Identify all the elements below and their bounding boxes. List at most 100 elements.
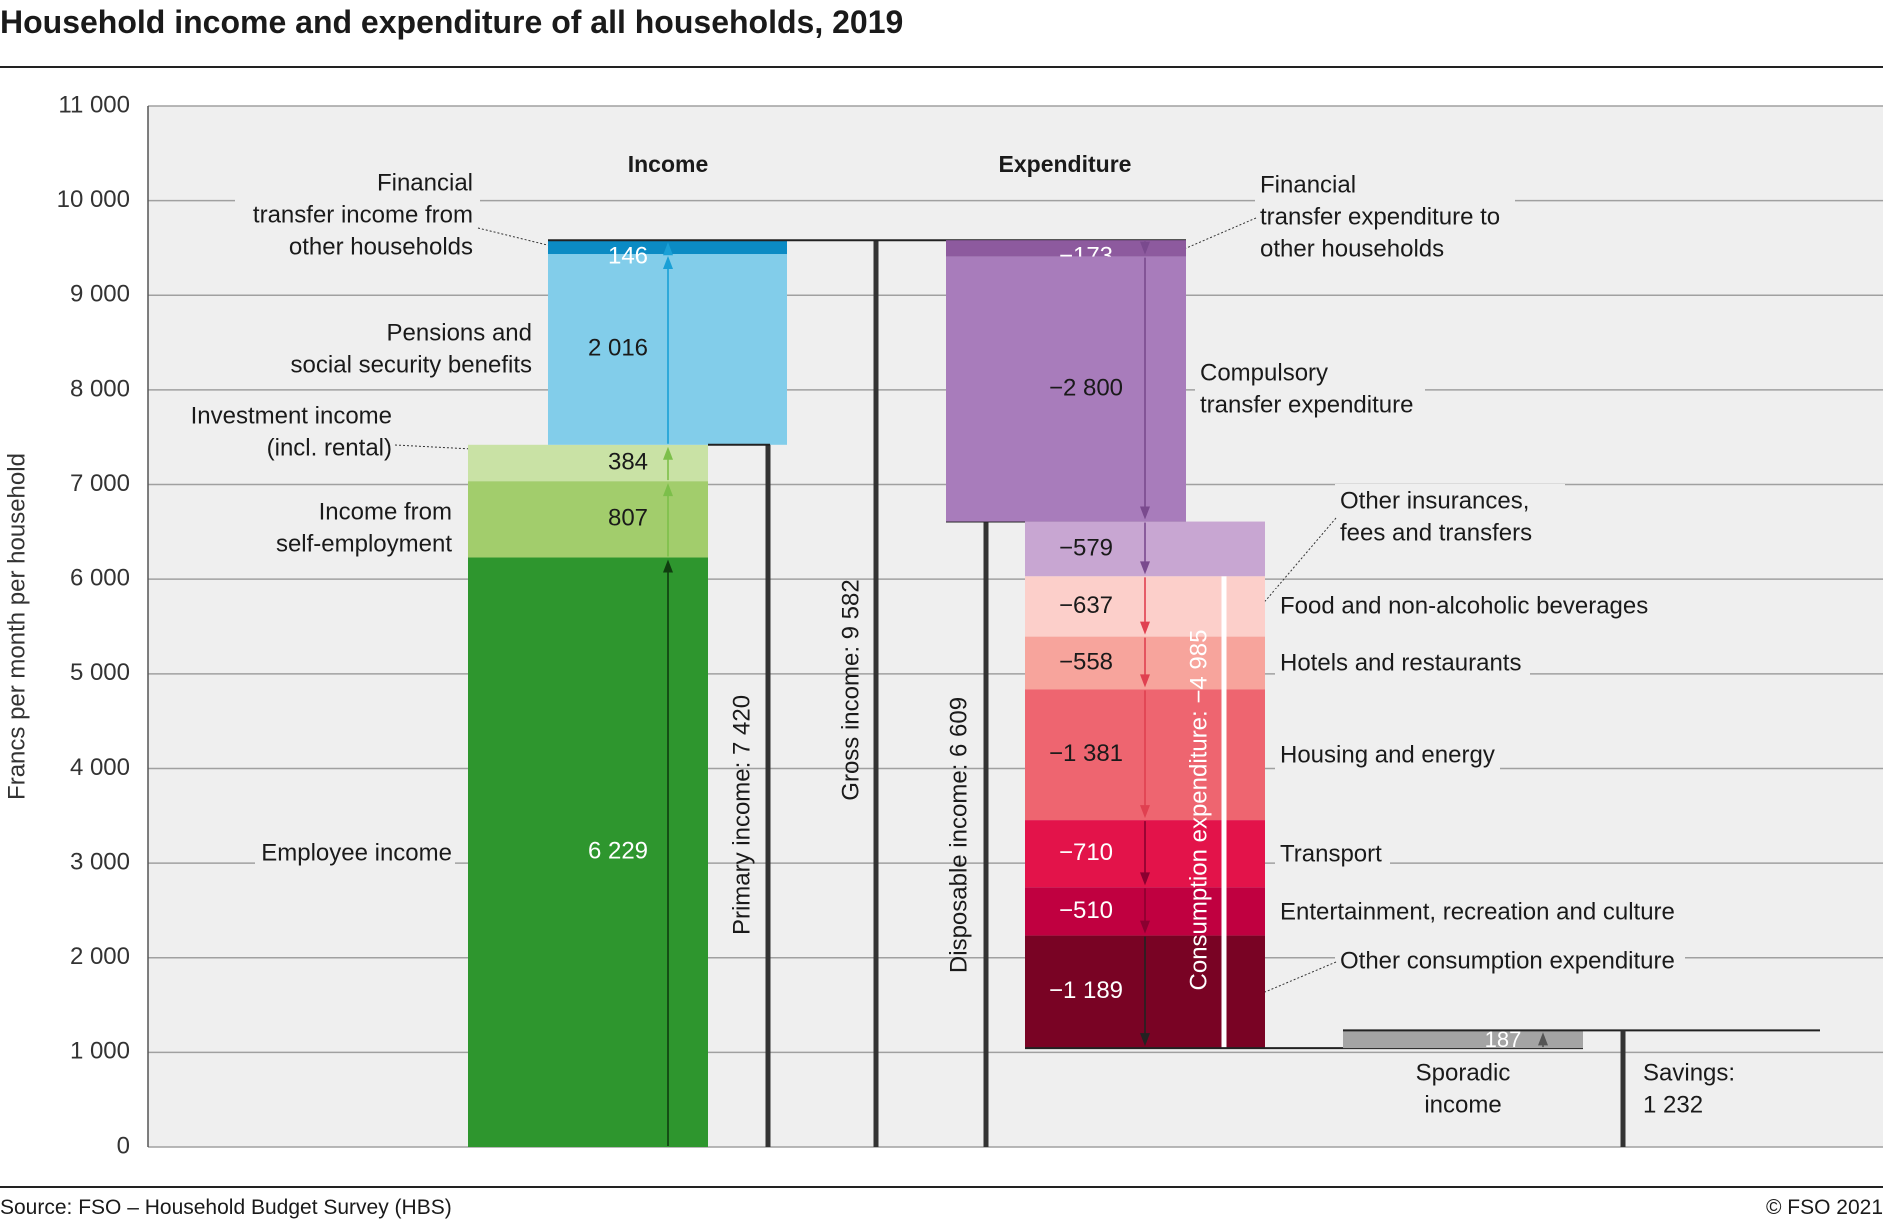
housing-label-bg — [1275, 738, 1500, 774]
expenditure-bar-1 — [946, 256, 1186, 522]
income-bar-2 — [468, 444, 708, 482]
y-tick-label-9000: 9 000 — [70, 281, 130, 308]
employee-label-bg — [255, 836, 455, 872]
income-value-3: 2 016 — [588, 335, 648, 362]
investment-annotation-line-1: (incl. rental) — [267, 434, 392, 461]
food-annotation: Food and non-alcoholic beverages — [1280, 592, 1648, 619]
other-cons-label-bg — [1335, 944, 1685, 980]
waterfall-chart: 0 1 000 2 000 3 000 4 000 5 000 6 000 7 000 8 00… — [3, 91, 1883, 1159]
fin-exp-label-bg — [1255, 168, 1515, 268]
income-value-2: 384 — [608, 448, 648, 475]
primary-income-label: Primary income: 7 420 — [728, 695, 755, 935]
hotels-label-bg — [1275, 646, 1530, 682]
other-ins-annotation-line-0: Other insurances, — [1340, 487, 1529, 514]
footer-rule — [0, 1186, 1883, 1188]
self-employment-annotation-line-0: Income from — [319, 498, 452, 525]
fin-income-leader — [477, 227, 549, 246]
expenditure-value-1: −2 800 — [1049, 374, 1123, 401]
expenditure-arrow-2-head — [1140, 561, 1150, 575]
gross-income-label: Gross income: 9 582 — [837, 579, 864, 800]
expenditure-value-7: −510 — [1059, 897, 1113, 924]
expenditure-value-5: −1 381 — [1049, 740, 1123, 767]
expenditure-arrow-8-head — [1140, 1033, 1150, 1047]
y-tick-label-6000: 6 000 — [70, 565, 130, 592]
investment-annotation-line-0: Investment income — [191, 402, 392, 429]
y-tick-label-4000: 4 000 — [70, 754, 130, 781]
employee-annotation-line-0: Employee income — [261, 839, 452, 866]
y-tick-label-5000: 5 000 — [70, 659, 130, 686]
fin-exp-annotation-line-1: transfer expenditure to — [1260, 203, 1500, 230]
income-header: Income — [628, 151, 709, 177]
chart-title: Household income and expenditure of all … — [0, 4, 904, 40]
transport-annotation: Transport — [1280, 840, 1382, 867]
pensions-annotation-line-0: Pensions and — [387, 319, 532, 346]
savings-label: Savings: — [1643, 1059, 1735, 1086]
investment-leader — [394, 444, 469, 450]
expenditure-arrow-7-head — [1140, 920, 1150, 934]
savings-value: 1 232 — [1643, 1091, 1703, 1118]
fin-exp-annotation-line-2: other households — [1260, 235, 1444, 262]
expenditure-arrow-1-head — [1140, 506, 1150, 520]
fin-exp-annotation-line-0: Financial — [1260, 171, 1356, 198]
other-ins-label-bg — [1335, 484, 1565, 550]
income-arrow-4-head — [663, 242, 673, 256]
sporadic-income-bar — [1343, 1030, 1583, 1049]
income-arrow-2-head — [663, 446, 673, 460]
other-ins-annotation-line-1: fees and transfers — [1340, 519, 1532, 546]
income-value-4: 146 — [608, 243, 648, 270]
income-arrow-0-head — [663, 559, 673, 573]
food-label-bg — [1275, 589, 1650, 625]
expenditure-arrow-6-head — [1140, 872, 1150, 886]
expenditure-header: Expenditure — [999, 151, 1132, 177]
expenditure-value-4: −558 — [1059, 648, 1113, 675]
y-tick-label-3000: 3 000 — [70, 848, 130, 875]
compulsory-label-bg — [1195, 356, 1425, 424]
income-arrow-3-head — [663, 256, 673, 270]
pensions-label-bg — [275, 316, 535, 384]
fin-income-annotation-line-1: transfer income from — [253, 201, 473, 228]
hotels-annotation: Hotels and restaurants — [1280, 649, 1521, 676]
expenditure-value-6: −710 — [1059, 839, 1113, 866]
transport-label-bg — [1275, 837, 1390, 873]
compulsory-annotation-line-1: transfer expenditure — [1200, 391, 1413, 418]
disposable-income-label: Disposable income: 6 609 — [945, 697, 972, 973]
y-tick-label-2000: 2 000 — [70, 943, 130, 970]
y-tick-label-0: 0 — [117, 1132, 130, 1159]
sporadic-arrow-head — [1538, 1032, 1548, 1046]
y-tick-label-11000: 11 000 — [58, 91, 130, 118]
expenditure-value-8: −1 189 — [1049, 977, 1123, 1004]
source-note: Source: FSO – Household Budget Survey (H… — [0, 1196, 452, 1219]
compulsory-annotation-line-0: Compulsory — [1200, 359, 1328, 386]
pensions-annotation-line-1: social security benefits — [291, 351, 532, 378]
self-employment-label-bg — [265, 495, 460, 561]
fin-income-annotation-line-0: Financial — [377, 169, 473, 196]
expenditure-arrow-3-head — [1140, 621, 1150, 635]
expenditure-arrow-0-head — [1140, 241, 1150, 255]
y-tick-label-8000: 8 000 — [70, 375, 130, 402]
sporadic-annotation-line-1: income — [1424, 1091, 1501, 1118]
fin-income-annotation-line-2: other households — [289, 233, 473, 260]
income-bar-1 — [468, 481, 708, 558]
fin-exp-leader — [1185, 217, 1257, 249]
y-tick-label-10000: 10 000 — [57, 186, 130, 213]
income-arrow-1-head — [663, 483, 673, 497]
entertainment-annotation: Entertainment, recreation and culture — [1280, 898, 1675, 925]
income-value-0: 6 229 — [588, 838, 648, 865]
copyright-note: © FSO 2021 — [1765, 1196, 1883, 1219]
investment-label-bg — [180, 400, 395, 466]
y-tick-label-7000: 7 000 — [70, 470, 130, 497]
fin-income-label-bg — [235, 168, 480, 268]
self-employment-annotation-line-1: self-employment — [276, 530, 452, 557]
expenditure-value-3: −637 — [1059, 592, 1113, 619]
y-axis-title: Francs per month per household — [3, 453, 30, 800]
expenditure-arrow-4-head — [1140, 674, 1150, 688]
expenditure-arrow-5-head — [1140, 805, 1150, 819]
other-cons-leader — [1264, 961, 1337, 993]
other-cons-annotation: Other consumption expenditure — [1340, 947, 1675, 974]
income-value-1: 807 — [608, 505, 648, 532]
sporadic-annotation-line-0: Sporadic — [1416, 1059, 1511, 1086]
housing-annotation: Housing and energy — [1280, 741, 1495, 768]
y-tick-label-1000: 1 000 — [70, 1038, 130, 1065]
consumption-label: Consumption expenditure: −4 985 — [1185, 630, 1212, 991]
entertainment-label-bg — [1275, 895, 1685, 931]
